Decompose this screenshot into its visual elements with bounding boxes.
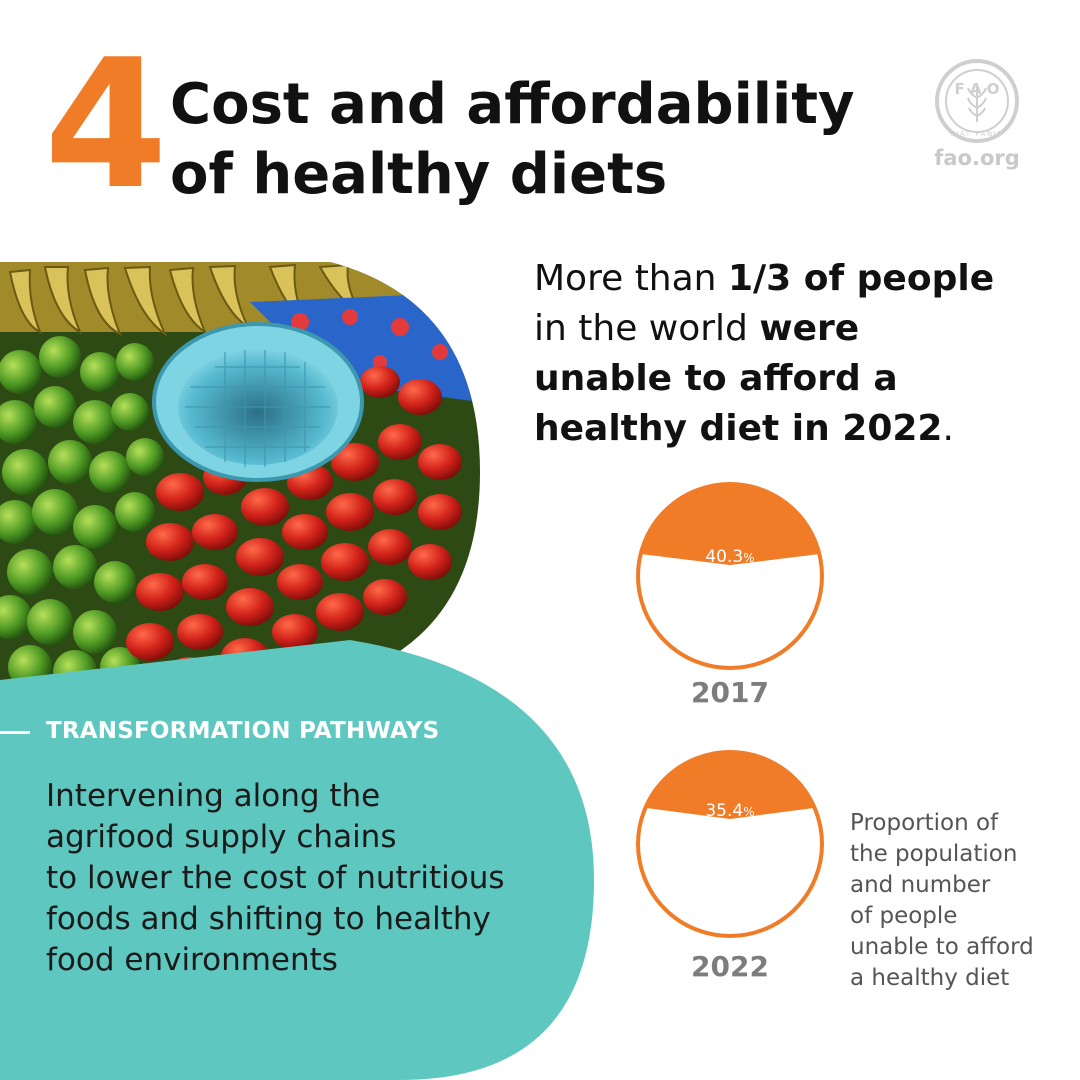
page-title: Cost and affordability of healthy diets <box>170 70 890 210</box>
pathways-body-line: to lower the cost of nutritious <box>46 860 505 896</box>
gauge-caption: Proportion of the population and number … <box>850 808 1070 994</box>
pathways-body-line: agrifood supply chains <box>46 819 397 855</box>
headline-line-1: More than 1/3 of people <box>534 258 995 299</box>
produce-market-photo <box>0 262 480 682</box>
headline-line-2: in the world were <box>534 308 860 349</box>
fao-logo: F A O FIAT PANIS <box>935 59 1019 143</box>
headline-line-4: healthy diet in 2022. <box>534 408 954 449</box>
gauge-year-label: 2022 <box>691 950 769 983</box>
caption-line: a healthy diet <box>850 965 1010 991</box>
pathways-body-line: Intervening along the <box>46 778 381 814</box>
pathways-body-line: food environments <box>46 942 338 978</box>
gauge-year-label: 2017 <box>691 676 769 709</box>
section-number: 4 <box>44 21 168 228</box>
teal-background-shape <box>0 640 594 1080</box>
title-line-2: of healthy diets <box>170 142 668 207</box>
fao-site-label: fao.org <box>934 146 1020 170</box>
gauge-fill-segment <box>640 484 820 566</box>
pathways-line-marker <box>0 731 30 734</box>
gauge-ring <box>636 750 824 938</box>
pathways-heading: TRANSFORMATION PATHWAYS <box>46 718 440 744</box>
pathways-body: Intervening along the agrifood supply ch… <box>46 776 566 981</box>
svg-text:FIAT PANIS: FIAT PANIS <box>951 130 1003 138</box>
gauge-value-label: 35.4% <box>705 801 754 821</box>
caption-line: the population <box>850 841 1018 867</box>
key-statement: More than 1/3 of people in the world wer… <box>534 254 1054 454</box>
gauge-ring <box>636 482 824 670</box>
caption-line: of people <box>850 903 958 929</box>
gauge-value-label: 40.3% <box>705 547 754 567</box>
gauge-fill-segment <box>645 752 815 819</box>
gauge-2022: 35.4% <box>636 750 824 938</box>
pathways-body-line: foods and shifting to healthy <box>46 901 491 937</box>
title-line-1: Cost and affordability <box>170 72 855 137</box>
caption-line: Proportion of <box>850 810 999 836</box>
caption-line: unable to afford <box>850 934 1034 960</box>
headline-line-3: unable to afford a <box>534 358 898 399</box>
caption-line: and number <box>850 872 991 898</box>
gauge-2017: 40.3% <box>636 482 824 670</box>
